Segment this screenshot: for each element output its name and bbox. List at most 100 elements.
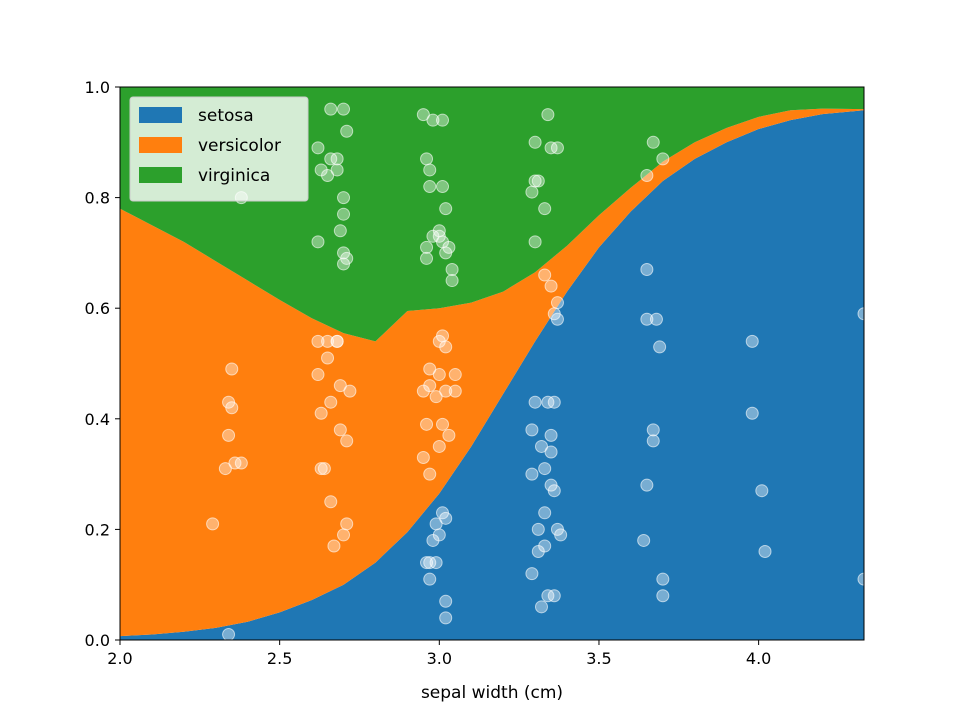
scatter-point: [554, 528, 568, 542]
y-tick-label: 0.4: [85, 410, 110, 429]
scatter-point: [420, 240, 434, 254]
scatter-point: [534, 600, 548, 614]
scatter-point: [640, 478, 654, 492]
scatter-point: [206, 517, 220, 531]
scatter-point: [314, 406, 328, 420]
y-tick-label: 0.8: [85, 189, 110, 208]
scatter-point: [324, 102, 338, 116]
scatter-point: [538, 202, 552, 216]
scatter-point: [436, 180, 450, 194]
scatter-point: [528, 174, 542, 188]
scatter-point: [445, 262, 459, 276]
legend-label-versicolor: versicolor: [198, 136, 281, 156]
scatter-point: [436, 417, 450, 431]
y-tick-label: 0.2: [85, 520, 110, 539]
scatter-point: [330, 152, 344, 166]
x-tick-label: 2.5: [267, 649, 292, 668]
scatter-point: [439, 594, 453, 608]
scatter-point: [538, 462, 552, 476]
scatter-point: [439, 611, 453, 625]
scatter-point: [656, 572, 670, 586]
scatter-point: [538, 539, 552, 553]
x-tick-label: 3.5: [586, 649, 611, 668]
scatter-point: [327, 539, 341, 553]
scatter-point: [745, 406, 759, 420]
scatter-point: [432, 439, 446, 453]
scatter-point: [420, 152, 434, 166]
scatter-point: [528, 395, 542, 409]
scatter-point: [340, 124, 354, 138]
scatter-point: [429, 390, 443, 404]
scatter-point: [423, 163, 437, 177]
scatter-point: [550, 312, 564, 326]
scatter-point: [420, 251, 434, 265]
scatter-point: [538, 506, 552, 520]
scatter-point: [311, 368, 325, 382]
scatter-point: [324, 495, 338, 509]
scatter-point: [439, 511, 453, 525]
scatter-point: [416, 108, 430, 122]
scatter-point: [525, 423, 539, 437]
y-tick-label: 1.0: [85, 78, 110, 97]
x-tick-label: 4.0: [746, 649, 771, 668]
scatter-point: [550, 296, 564, 310]
scatter-point: [534, 439, 548, 453]
scatter-point: [531, 522, 545, 536]
legend-swatch-setosa: [139, 107, 182, 123]
x-tick-label: 2.0: [107, 649, 132, 668]
scatter-point: [333, 423, 347, 437]
scatter-point: [340, 517, 354, 531]
scatter-point: [541, 108, 555, 122]
scatter-point: [343, 384, 357, 398]
x-axis-ticks: 2.0 2.5 3.0 3.5 4.0: [107, 640, 771, 668]
plot-frame: [119, 86, 865, 641]
scatter-points: [206, 102, 871, 641]
scatter-point: [439, 340, 453, 354]
scatter-point: [637, 533, 651, 547]
scatter-point: [432, 528, 446, 542]
scatter-point: [439, 202, 453, 216]
y-tick-label: 0.6: [85, 299, 110, 318]
scatter-point: [758, 545, 772, 559]
legend-label-virginica: virginica: [198, 166, 270, 186]
scatter-point: [436, 113, 450, 127]
scatter-point: [337, 191, 351, 205]
scatter-point: [416, 451, 430, 465]
scatter-point: [340, 434, 354, 448]
legend-label-setosa: setosa: [198, 106, 254, 126]
scatter-point: [324, 395, 338, 409]
scatter-point: [436, 329, 450, 343]
scatter-point: [423, 362, 437, 376]
scatter-point: [550, 141, 564, 155]
x-axis-label: sepal width (cm): [421, 683, 563, 703]
scatter-point: [337, 528, 351, 542]
scatter-point: [544, 279, 558, 293]
legend-swatch-virginica: [139, 167, 182, 183]
scatter-point: [640, 168, 654, 182]
scatter-point: [649, 312, 663, 326]
y-tick-label: 0.0: [85, 631, 110, 650]
area-setosa: [120, 110, 864, 641]
scatter-point: [337, 207, 351, 221]
scatter-point: [321, 351, 335, 365]
scatter-point: [547, 589, 561, 603]
scatter-point: [333, 379, 347, 393]
scatter-point: [544, 445, 558, 459]
scatter-point: [234, 456, 248, 470]
scatter-point: [311, 141, 325, 155]
scatter-point: [442, 428, 456, 442]
area-versicolor: [120, 108, 864, 637]
scatter-point: [538, 268, 552, 282]
scatter-point: [311, 235, 325, 249]
scatter-point: [525, 185, 539, 199]
scatter-point: [653, 340, 667, 354]
scatter-point: [745, 334, 759, 348]
scatter-point: [448, 368, 462, 382]
scatter-point: [423, 379, 437, 393]
scatter-point: [423, 467, 437, 481]
scatter-point: [321, 334, 335, 348]
scatter-point: [656, 152, 670, 166]
scatter-point: [547, 395, 561, 409]
